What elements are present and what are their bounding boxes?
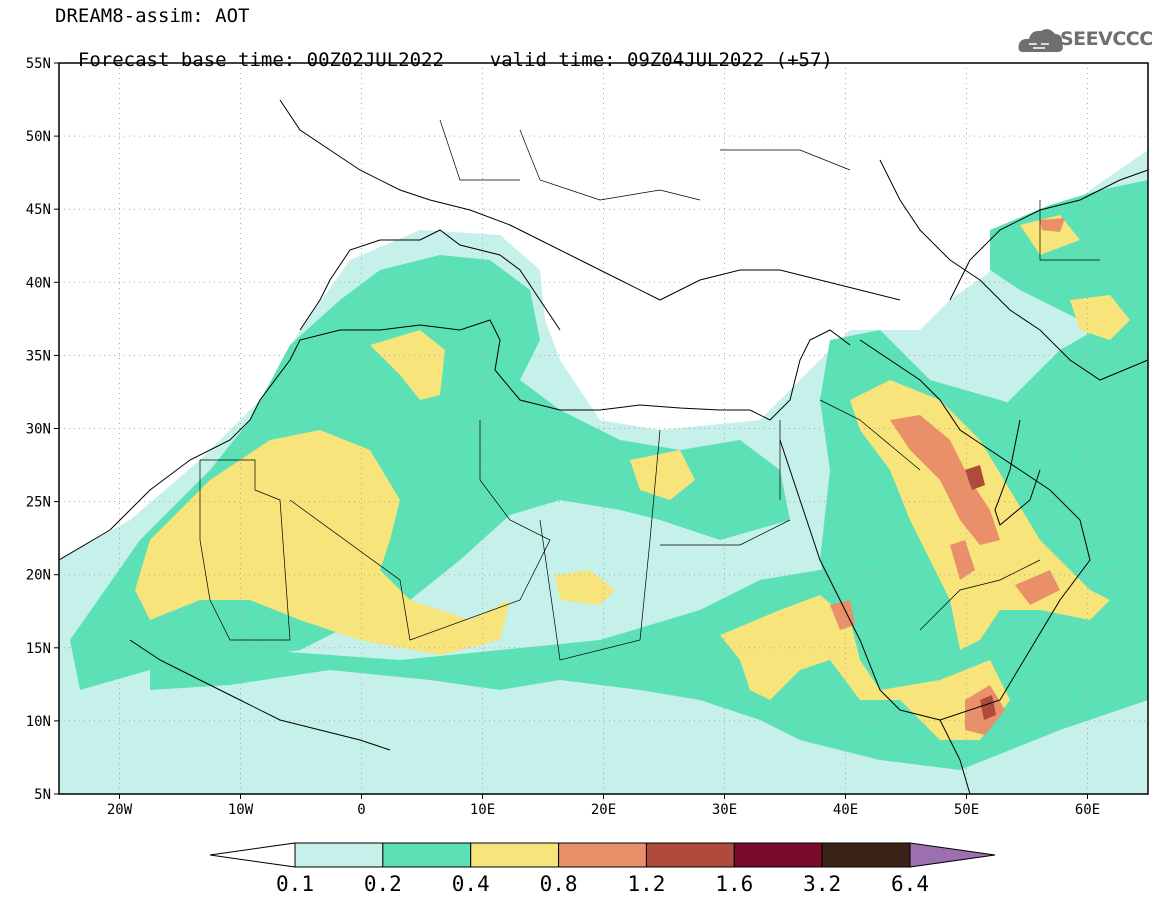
aot-contour-0.4-sudan	[720, 595, 1010, 740]
lat-lon-grid	[59, 63, 1148, 794]
lat-tick-label: 40N	[26, 275, 51, 291]
lat-tick-label: 15N	[26, 641, 51, 657]
aot-contour-0.4-north	[1020, 215, 1080, 255]
colorbar-level-label: 6.4	[891, 872, 929, 896]
lon-tick-label: 30E	[712, 802, 737, 818]
map-title: DREAM8-assim: AOT	[55, 5, 250, 27]
colorbar	[209, 842, 996, 868]
colorbar-swatch	[558, 842, 647, 868]
lon-tick-label: 20E	[591, 802, 616, 818]
colorbar-level-label: 0.2	[363, 872, 402, 896]
country-borders	[199, 119, 1100, 661]
lat-tick-label: 25N	[26, 495, 51, 511]
colorbar-level-label: 3.2	[803, 872, 842, 896]
axis-ticks	[54, 62, 1088, 799]
aot-contour-1.2-gulf	[965, 465, 985, 490]
aot-contour-0.8-saudi	[950, 540, 975, 580]
colorbar-swatch	[645, 842, 735, 868]
aot-contour-1.2-somalia	[980, 695, 996, 720]
aot-contour-0.4-wsahara	[135, 430, 510, 655]
colorbar-level-label: 0.1	[276, 872, 314, 896]
aot-field	[59, 150, 1148, 794]
aot-contour-0.8-caspian	[1040, 218, 1065, 232]
base-time-label: Forecast base time: 00Z02JUL2022	[77, 49, 444, 71]
colorbar-swatch	[382, 842, 472, 868]
colorbar-over-triangle	[909, 842, 996, 868]
aot-contour-0.4-algeria	[370, 330, 445, 400]
latitude-labels: 55N 50N 45N 40N 35N 30N 25N 20N 15N 10N 5N	[26, 56, 51, 803]
colorbar-swatch	[294, 842, 384, 868]
colorbar-swatch	[733, 842, 823, 868]
lat-tick-label: 20N	[26, 568, 51, 584]
colorbar-under-triangle	[209, 842, 296, 868]
cloud-icon	[1018, 29, 1063, 52]
lon-tick-label: 10E	[470, 802, 495, 818]
coastlines	[59, 99, 1148, 794]
lon-tick-label: 10W	[228, 802, 254, 818]
valid-time-label: valid time: 09Z04JUL2022 (+57)	[489, 49, 833, 71]
lat-tick-label: 5N	[34, 787, 51, 803]
colorbar-swatch	[821, 842, 911, 868]
lat-tick-label: 35N	[26, 348, 51, 364]
aot-contour-0.2-caspian	[990, 180, 1148, 330]
lat-tick-label: 45N	[26, 202, 51, 218]
aot-contour-0.8-eritrea	[830, 600, 855, 630]
aot-contour-0.8-oman	[1015, 570, 1060, 605]
aot-contour-0.4-libya	[630, 450, 695, 500]
lon-tick-label: 60E	[1075, 802, 1100, 818]
aot-contour-0.8-iraq	[890, 415, 1000, 545]
logo-text: SEEVCCC	[1060, 28, 1153, 50]
lon-tick-label: 40E	[833, 802, 858, 818]
lat-tick-label: 50N	[26, 129, 51, 145]
lat-tick-label: 30N	[26, 422, 51, 438]
aot-contour-0.4-iran	[1070, 295, 1130, 340]
lat-tick-label: 10N	[26, 714, 51, 730]
colorbar-level-label: 0.8	[539, 872, 578, 896]
colorbar-level-label: 1.2	[627, 872, 666, 896]
lon-tick-label: 50E	[954, 802, 979, 818]
aot-contour-0.4-chad	[555, 570, 615, 605]
colorbar-swatch	[470, 842, 560, 868]
lon-tick-label: 0	[357, 802, 365, 818]
lon-tick-label: 20W	[107, 802, 133, 818]
colorbar-level-label: 0.4	[451, 872, 490, 896]
longitude-labels: 20W 10W 0 10E 20E 30E 40E 50E 60E	[107, 802, 1100, 818]
colorbar-level-label: 1.6	[715, 872, 754, 896]
lat-tick-label: 55N	[26, 56, 51, 72]
